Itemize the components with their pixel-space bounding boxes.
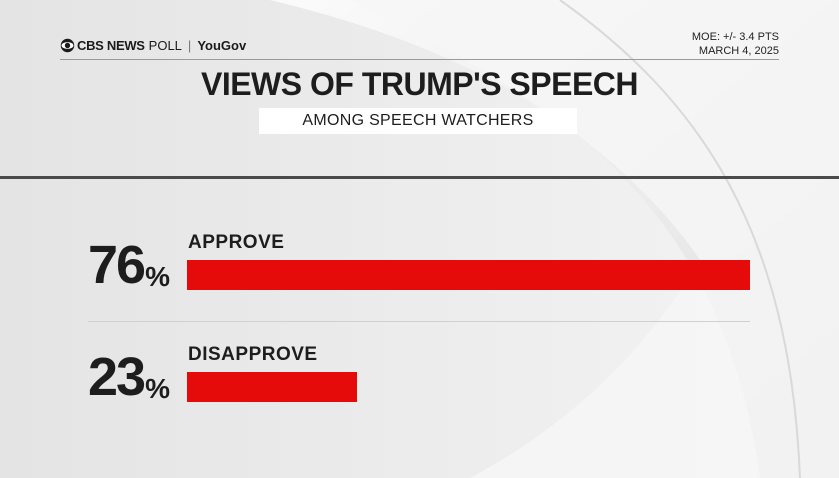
category-label-approve: APPROVE xyxy=(188,232,285,253)
margin-of-error: MOE: +/- 3.4 PTS xyxy=(691,31,779,43)
brand-cbs-news: CBS NEWS xyxy=(77,38,145,53)
cbs-eye-icon xyxy=(60,38,75,53)
brand-poll: POLL xyxy=(148,38,182,53)
poll-date: MARCH 4, 2025 xyxy=(698,45,779,57)
brand-yougov: YouGov xyxy=(197,38,247,53)
chart-subtitle: AMONG SPEECH WATCHERS xyxy=(259,108,577,134)
section-divider xyxy=(0,176,839,179)
bar-disapprove xyxy=(187,372,358,402)
value-label-approve: 76 % xyxy=(88,232,170,292)
percent-sign-disapprove: % xyxy=(145,373,170,404)
header-rule xyxy=(60,59,779,60)
brand-logo: CBS NEWS POLL | YouGov xyxy=(60,38,246,53)
row-divider xyxy=(88,321,750,322)
value-label-disapprove: 23 % xyxy=(88,344,170,404)
value-number-approve: 76 xyxy=(88,235,146,295)
chart-title: VIEWS OF TRUMP'S SPEECH xyxy=(200,66,639,102)
category-label-disapprove: DISAPPROVE xyxy=(188,344,318,365)
brand-separator: | xyxy=(187,38,192,53)
percent-sign-approve: % xyxy=(145,261,170,292)
value-number-disapprove: 23 xyxy=(88,347,146,407)
poll-meta: MOE: +/- 3.4 PTS MARCH 4, 2025 xyxy=(692,30,779,58)
bar-approve xyxy=(187,260,750,290)
